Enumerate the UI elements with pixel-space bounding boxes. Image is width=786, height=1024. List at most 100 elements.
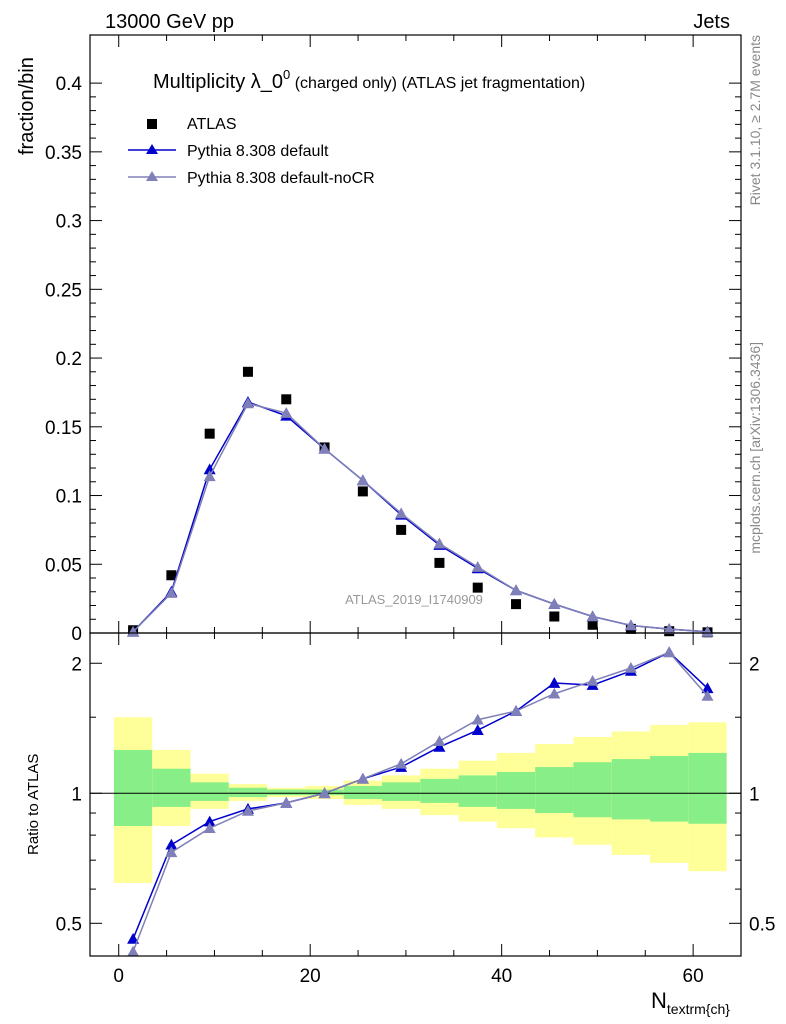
ratio-series-point-1: [624, 662, 637, 673]
atlas-data-point: [587, 619, 598, 630]
ratio-band-green: [343, 785, 382, 799]
x-tick-label: 60: [683, 966, 704, 987]
atlas-data-point: [549, 611, 560, 622]
ratio-frame: [89, 632, 742, 957]
legend-marker-atlas: [147, 119, 157, 129]
main-y-tick-label: 0: [71, 624, 82, 645]
ratio-series-point-1: [701, 689, 714, 701]
x-axis-label: Ntextrm{ch}: [651, 988, 730, 1017]
ratio-band-green: [113, 749, 153, 826]
main-y-tick-label: 0.3: [56, 212, 82, 233]
ratio-band-green: [573, 762, 612, 818]
analysis-label: ATLAS_2019_I1740909: [345, 592, 483, 607]
ratio-band-green: [611, 759, 651, 820]
series-point-2: [318, 442, 331, 454]
ratio-series-point-1: [395, 757, 408, 769]
series-point-2: [586, 610, 599, 622]
header-right: Jets: [693, 11, 730, 33]
rivet-label: Rivet 3.1.10, ≥ 2.7M events: [747, 35, 763, 205]
ratio-series-point-1: [433, 735, 446, 746]
series-point-2: [624, 619, 637, 631]
ratio-series-point-1: [280, 796, 293, 808]
ratio-series-point-1: [356, 772, 369, 784]
main-y-tick-label: 0.1: [56, 487, 82, 508]
atlas-data-point: [281, 394, 292, 405]
x-axis-label-main: N: [651, 988, 667, 1013]
ratio-band-green: [650, 755, 689, 822]
main-y-tick-label: 0.2: [56, 349, 82, 370]
ratio-y-tick-label: 1: [71, 784, 82, 805]
ratio-series-point-1: [510, 705, 523, 716]
ratio-band-green: [190, 782, 229, 801]
header-left: 13000 GeV pp: [105, 11, 234, 33]
legend-label-atlas: ATLAS: [187, 116, 237, 133]
chart-title-main: Multiplicity λ_0: [153, 71, 283, 93]
series-point-2: [203, 470, 216, 482]
atlas-data-point: [204, 428, 215, 439]
ratio-band-green: [420, 778, 459, 803]
ratio-band-green: [152, 768, 191, 807]
series-point-2: [241, 397, 254, 409]
main-y-tick-label: 0.35: [45, 143, 82, 164]
series-point-2: [663, 623, 676, 634]
series-point-2: [127, 625, 140, 637]
legend: ATLAS Pythia 8.308 default Pythia 8.308 …: [128, 116, 375, 187]
ratio-series-point-1: [318, 787, 331, 799]
main-series: [127, 366, 714, 638]
ratio-y-tick-label-right: 2: [749, 654, 760, 675]
ratio-series-point-0: [165, 838, 178, 850]
ratio-series-point-0: [127, 932, 140, 944]
atlas-data-point: [472, 582, 483, 593]
ratio-series-point-1: [471, 713, 484, 725]
atlas-data-point: [396, 524, 407, 535]
ratio-series-point-1: [165, 846, 178, 858]
ratio-band-green: [496, 772, 536, 809]
atlas-data-point: [434, 557, 445, 568]
ratio-series-point-1: [127, 945, 140, 957]
series-point-2: [280, 407, 293, 418]
main-panel: 0 0.05 0.1 0.15 0.2 0.25 0.3 0.35 0.4 fraction/b…: [16, 34, 742, 645]
ratio-series-point-0: [548, 677, 561, 688]
ratio-y-tick-label-right: 0.5: [749, 914, 775, 935]
x-axis-label-subscript: textrm{ch}: [667, 1001, 730, 1017]
ratio-series-point-0: [471, 724, 484, 735]
ratio-y-tick-label: 2: [71, 654, 82, 675]
chart-title-superscript: 0: [283, 67, 290, 82]
series-point-2: [510, 584, 523, 596]
ratio-series-point-0: [433, 740, 446, 752]
main-x-ticks: [118, 35, 694, 633]
legend-label-default: Pythia 8.308 default: [187, 143, 329, 160]
legend-label-nocr: Pythia 8.308 default-noCR: [187, 170, 375, 187]
ratio-band-green: [535, 767, 574, 814]
ratio-series-point-0: [203, 815, 216, 827]
series-point-2: [471, 561, 484, 572]
ratio-series-point-0: [701, 682, 714, 694]
main-y-tick-label: 0.05: [45, 555, 82, 576]
series-point-2: [548, 598, 561, 609]
atlas-data-point: [357, 486, 368, 497]
series-point-2: [701, 625, 714, 637]
legend-marker-default: [146, 144, 158, 154]
x-tick-label: 20: [300, 966, 321, 987]
ratio-series-line-1: [132, 651, 709, 952]
ratio-series: [127, 646, 714, 957]
ratio-band-green: [228, 787, 268, 798]
chart-title-suffix: (charged only) (ATLAS jet fragmentation): [290, 75, 585, 92]
main-y-tick-label: 0.15: [45, 418, 82, 439]
ratio-y-label: Ratio to ATLAS: [25, 754, 42, 855]
atlas-data-point: [242, 366, 253, 377]
ratio-bands: [113, 717, 727, 883]
series-point-2: [395, 507, 408, 519]
atlas-data-point: [511, 599, 522, 610]
main-y-tick-label: 0.25: [45, 280, 82, 301]
chart-title: Multiplicity λ_00 (charged only) (ATLAS …: [153, 67, 585, 93]
ratio-series-point-1: [586, 674, 599, 686]
ratio-panel: 0.5 0.5 1 1 2 2 0 20 40 60 Ratio to ATLAS Ntextr…: [25, 632, 775, 1017]
x-axis: 0 20 40 60: [113, 633, 704, 987]
ratio-y-tick-label-right: 1: [749, 784, 760, 805]
ratio-band-green: [267, 789, 306, 796]
ratio-series-point-1: [203, 822, 216, 834]
series-point-2: [165, 587, 178, 598]
series-line-2: [132, 402, 708, 633]
ratio-series-point-1: [548, 687, 561, 699]
